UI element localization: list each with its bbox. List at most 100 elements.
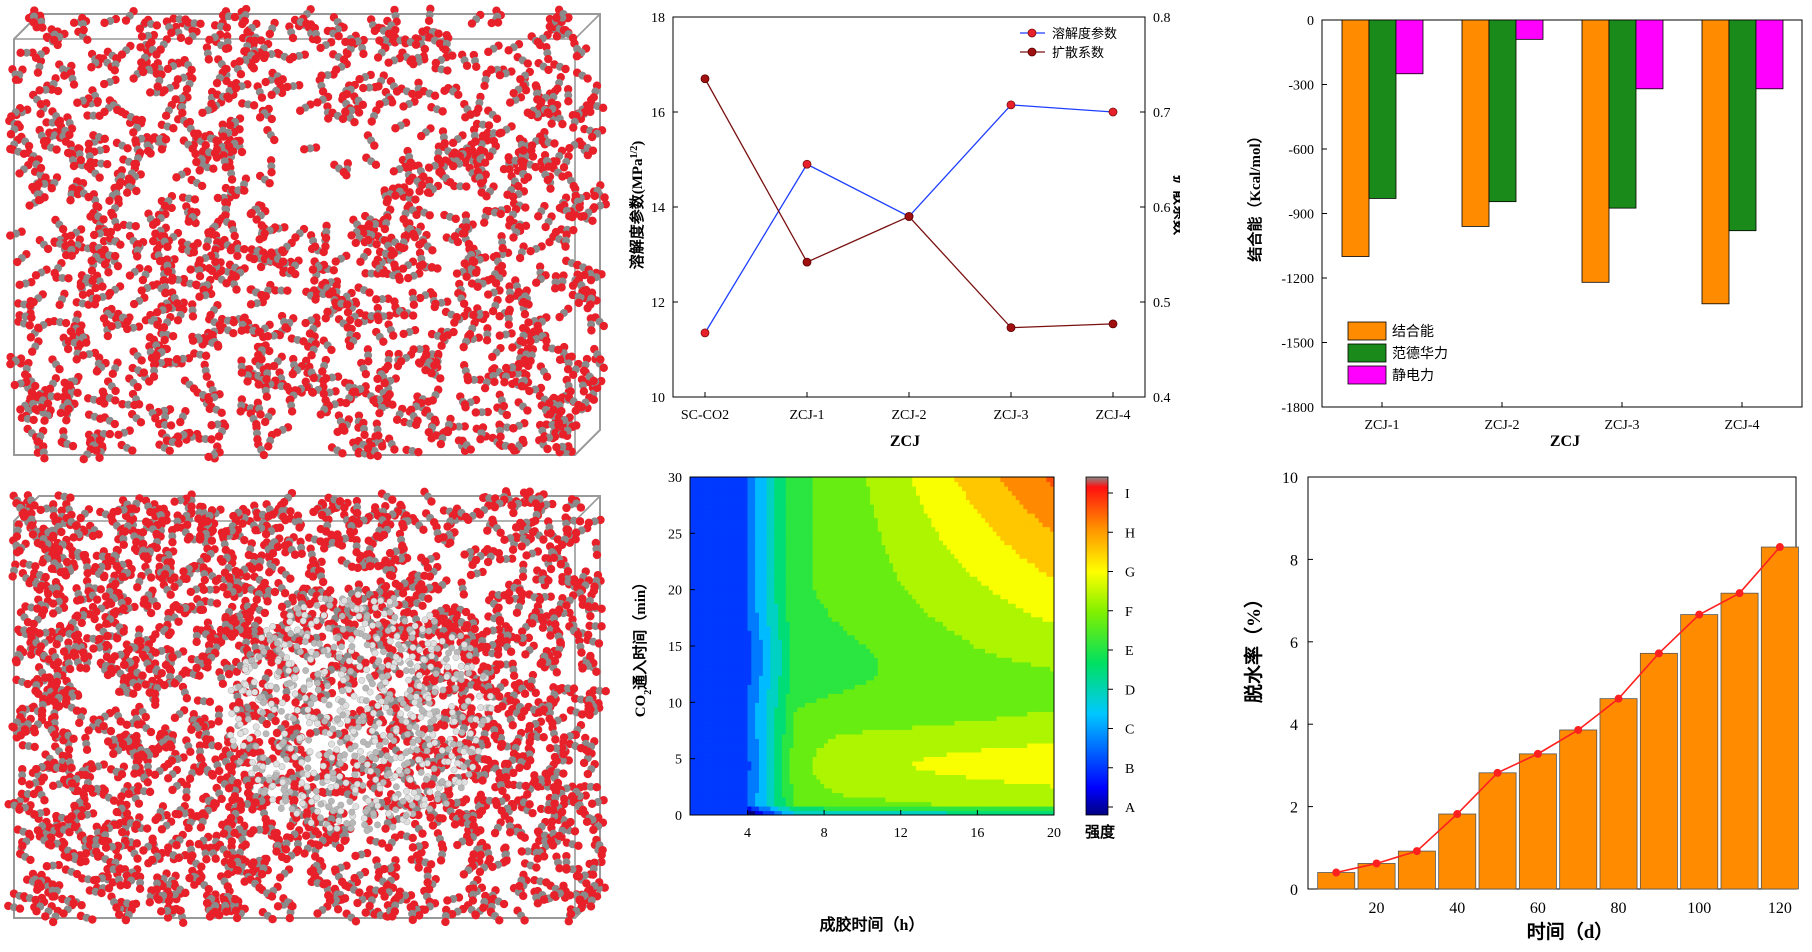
oxygen-atom bbox=[45, 384, 55, 394]
oxygen-atom bbox=[452, 269, 462, 278]
oxygen-atom bbox=[385, 311, 394, 320]
oxygen-atom bbox=[236, 407, 245, 416]
carbon-atom bbox=[542, 500, 551, 509]
carbon-atom bbox=[496, 426, 505, 435]
carbon-atom bbox=[89, 111, 98, 120]
oxygen-atom bbox=[558, 119, 567, 129]
oxygen-atom bbox=[476, 146, 485, 155]
oxygen-atom bbox=[243, 377, 252, 386]
oxygen-atom bbox=[115, 687, 124, 697]
oxygen-atom bbox=[487, 18, 496, 28]
oxygen-atom bbox=[384, 294, 393, 303]
oxygen-atom bbox=[63, 344, 73, 354]
carbon-atom bbox=[562, 236, 571, 245]
oxygen-atom bbox=[523, 790, 532, 799]
oxygen-atom bbox=[583, 74, 592, 83]
oxygen-atom bbox=[483, 324, 492, 333]
oxygen-atom bbox=[242, 4, 251, 14]
oxygen-atom bbox=[186, 265, 195, 274]
oxygen-atom bbox=[408, 311, 418, 320]
oxygen-atom bbox=[370, 910, 379, 919]
oxygen-atom bbox=[236, 70, 246, 79]
carbon-atom bbox=[319, 290, 328, 299]
oxygen-atom bbox=[277, 246, 287, 255]
oxygen-atom bbox=[521, 203, 530, 212]
oxygen-atom bbox=[523, 59, 533, 68]
oxygen-atom bbox=[343, 300, 352, 309]
oxygen-atom bbox=[545, 22, 555, 31]
oxygen-atom bbox=[377, 839, 387, 848]
oxygen-atom bbox=[132, 537, 141, 547]
oxygen-atom bbox=[469, 125, 479, 134]
oxygen-atom bbox=[443, 66, 452, 75]
carbon-atom bbox=[322, 227, 331, 236]
oxygen-atom bbox=[299, 337, 308, 346]
oxygen-atom bbox=[383, 195, 392, 204]
oxygen-atom bbox=[232, 913, 242, 923]
oxygen-atom bbox=[214, 717, 223, 726]
oxygen-atom bbox=[433, 351, 443, 360]
oxygen-atom bbox=[164, 608, 173, 618]
oxygen-atom bbox=[113, 261, 123, 271]
oxygen-atom bbox=[99, 215, 108, 224]
oxygen-atom bbox=[53, 392, 62, 401]
oxygen-atom bbox=[384, 29, 394, 38]
oxygen-atom bbox=[161, 288, 170, 297]
oxygen-atom bbox=[198, 108, 207, 117]
oxygen-atom bbox=[218, 120, 227, 129]
oxygen-atom bbox=[36, 163, 46, 173]
oxygen-atom bbox=[311, 143, 321, 152]
oxygen-atom bbox=[221, 163, 231, 172]
carbon-atom bbox=[163, 261, 172, 270]
oxygen-atom bbox=[174, 617, 183, 626]
oxygen-atom bbox=[565, 608, 574, 618]
carbon-atom bbox=[558, 756, 567, 765]
oxygen-atom bbox=[459, 299, 469, 308]
oxygen-atom bbox=[33, 437, 42, 446]
oxygen-atom bbox=[375, 36, 384, 45]
oxygen-atom bbox=[552, 32, 562, 41]
oxygen-atom bbox=[418, 180, 427, 190]
oxygen-atom bbox=[92, 294, 102, 303]
oxygen-atom bbox=[508, 423, 518, 433]
oxygen-atom bbox=[43, 399, 53, 408]
oxygen-atom bbox=[122, 188, 132, 197]
oxygen-atom bbox=[482, 192, 491, 201]
oxygen-atom bbox=[96, 585, 106, 594]
oxygen-atom bbox=[229, 317, 238, 327]
oxygen-atom bbox=[373, 451, 382, 461]
oxygen-atom bbox=[286, 821, 295, 831]
oxygen-atom bbox=[59, 427, 68, 436]
oxygen-atom bbox=[240, 244, 249, 254]
carbon-atom bbox=[223, 38, 232, 47]
oxygen-atom bbox=[27, 347, 37, 356]
oxygen-atom bbox=[168, 731, 178, 740]
oxygen-atom bbox=[532, 863, 541, 872]
oxygen-atom bbox=[254, 380, 263, 389]
oxygen-atom bbox=[473, 282, 482, 291]
oxygen-atom bbox=[492, 6, 501, 15]
oxygen-atom bbox=[124, 789, 133, 799]
oxygen-atom bbox=[152, 601, 162, 611]
oxygen-atom bbox=[561, 64, 570, 74]
oxygen-atom bbox=[535, 262, 545, 271]
oxygen-atom bbox=[55, 365, 64, 374]
oxygen-atom bbox=[139, 368, 149, 377]
oxygen-atom bbox=[31, 895, 40, 905]
carbon-atom bbox=[234, 186, 243, 195]
oxygen-atom bbox=[547, 119, 556, 128]
oxygen-atom bbox=[600, 193, 609, 202]
oxygen-atom bbox=[87, 266, 97, 275]
oxygen-atom bbox=[559, 163, 569, 172]
carbon-atom bbox=[277, 286, 286, 295]
oxygen-atom bbox=[592, 383, 602, 393]
carbon-atom bbox=[269, 331, 278, 340]
oxygen-atom bbox=[361, 269, 370, 278]
oxygen-atom bbox=[207, 421, 216, 430]
oxygen-atom bbox=[198, 147, 208, 156]
carbon-atom bbox=[586, 782, 595, 791]
oxygen-atom bbox=[580, 270, 589, 280]
oxygen-atom bbox=[592, 667, 601, 676]
oxygen-atom bbox=[354, 580, 364, 589]
oxygen-atom bbox=[247, 61, 257, 71]
